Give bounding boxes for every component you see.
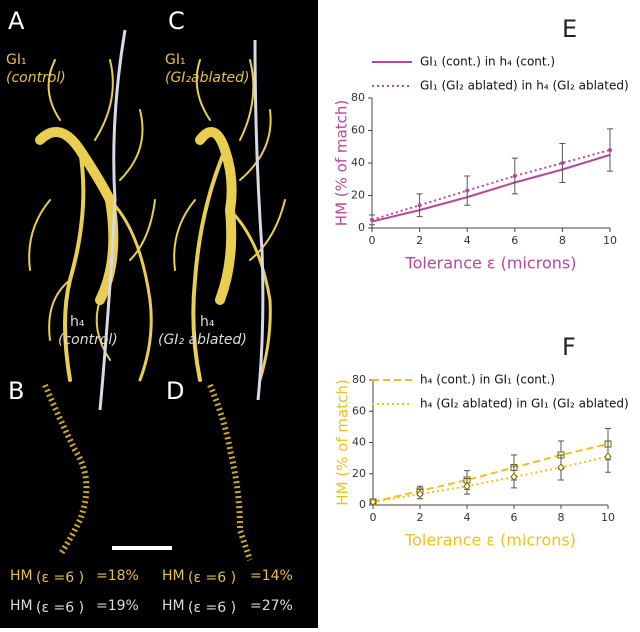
point xyxy=(369,497,377,507)
legend-label: h₄ (cont.) in GI₁ (cont.) xyxy=(420,373,555,387)
x-tick-label: 0 xyxy=(370,511,377,524)
partner-condition: (control) xyxy=(58,332,118,348)
hm-value: =14% xyxy=(250,568,293,584)
eps-label: (ε =6 ) xyxy=(36,600,84,616)
y-tick-label: 60 xyxy=(351,124,365,137)
point xyxy=(416,489,424,499)
partner-condition: (GI₂ ablated) xyxy=(158,332,247,348)
hm-value: =19% xyxy=(96,598,139,614)
neuron-c xyxy=(173,59,286,382)
chart-title: F xyxy=(562,333,576,361)
y-tick-label: 80 xyxy=(351,91,365,104)
hm-label: HM xyxy=(10,598,33,614)
series-line xyxy=(371,149,611,221)
x-tick-label: 0 xyxy=(369,234,376,247)
x-tick-label: 2 xyxy=(417,511,424,524)
point xyxy=(512,174,517,178)
x-axis-label: Tolerance ε (microns) xyxy=(404,531,576,550)
y-tick-label: 20 xyxy=(351,189,365,202)
panel-label: D xyxy=(166,377,184,405)
legend-label: GI₁ (GI₂ ablated) in h₄ (GI₂ ablated) xyxy=(420,79,629,93)
legend-label: GI₁ (cont.) in h₄ (cont.) xyxy=(420,55,555,69)
x-tick-label: 10 xyxy=(603,234,617,247)
x-axis-label: Tolerance ε (microns) xyxy=(405,254,577,273)
point xyxy=(560,161,565,165)
y-tick-label: 20 xyxy=(352,467,366,480)
hm-value: =18% xyxy=(96,568,139,584)
y-tick-label: 60 xyxy=(352,404,366,417)
x-tick-label: 8 xyxy=(558,511,565,524)
eps-label: (ε =6 ) xyxy=(36,570,84,586)
point xyxy=(417,203,422,208)
neuron-h4-a xyxy=(98,29,127,411)
overlap-b xyxy=(42,383,90,557)
x-tick-label: 4 xyxy=(464,511,471,524)
x-tick-label: 4 xyxy=(464,234,471,247)
y-tick-label: 40 xyxy=(351,156,365,169)
partner-label: h₄ xyxy=(70,314,85,330)
x-tick-label: 8 xyxy=(559,234,566,247)
point xyxy=(370,217,374,222)
y-tick-label: 0 xyxy=(358,221,365,234)
series-line xyxy=(372,455,609,503)
series-line xyxy=(372,443,609,503)
hm-label: HM xyxy=(162,568,185,584)
x-tick-label: 6 xyxy=(511,511,518,524)
panel-label: C xyxy=(168,7,185,35)
y-tick-label: 40 xyxy=(352,436,366,449)
condition-label: (control) xyxy=(6,70,66,86)
y-axis-label: HM (% of match) xyxy=(334,379,352,505)
x-tick-label: 6 xyxy=(511,234,518,247)
neuron-label: GI₁ xyxy=(165,52,186,68)
hm-value: =27% xyxy=(250,598,293,614)
point xyxy=(463,481,471,491)
overlap-d xyxy=(207,383,253,561)
series-line xyxy=(371,153,611,223)
point xyxy=(465,188,470,193)
hm-label: HM xyxy=(10,568,33,584)
eps-label: (ε =6 ) xyxy=(188,600,236,616)
point xyxy=(604,452,612,461)
partner-label: h₄ xyxy=(200,314,215,330)
point xyxy=(608,148,612,152)
x-tick-label: 2 xyxy=(416,234,423,247)
eps-label: (ε =6 ) xyxy=(188,570,236,586)
point xyxy=(557,463,565,472)
legend-label: h₄ (GI₂ ablated) in GI₁ (GI₂ ablated) xyxy=(420,397,629,411)
neuron-label: GI₁ xyxy=(6,52,27,68)
neuron-h4-c xyxy=(253,39,265,401)
condition-label: (GI₂ablated) xyxy=(165,70,249,86)
panel-label: A xyxy=(8,7,25,35)
x-tick-label: 10 xyxy=(601,511,615,524)
panel-label: B xyxy=(8,377,24,405)
point xyxy=(510,472,518,482)
hm-label: HM xyxy=(162,598,185,614)
y-tick-label: 80 xyxy=(352,373,366,386)
y-tick-label: 0 xyxy=(359,498,366,511)
y-axis-label: HM (% of match) xyxy=(333,100,351,226)
chart-title: E xyxy=(562,15,577,43)
